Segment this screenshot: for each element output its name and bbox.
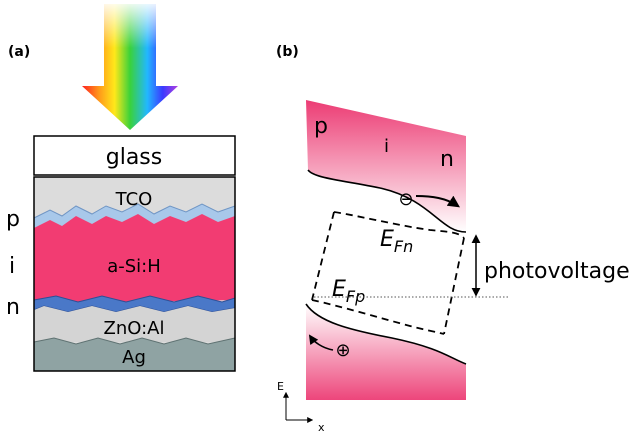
panel-a-label: (a) [8, 44, 30, 60]
tco-label: TCO [115, 189, 153, 210]
dashed-connector-left [311, 211, 335, 301]
photovoltage-label: photovoltage [484, 259, 630, 284]
conduction-band-edge [307, 169, 467, 233]
fermi-level-p-curve [311, 299, 445, 335]
ag-label: Ag [122, 347, 146, 368]
energy-axis-label: E [277, 380, 284, 393]
region-label-p: p [314, 114, 328, 139]
region-label-n: n [440, 147, 454, 172]
zno-label: ZnO:Al [104, 318, 165, 339]
position-axis-label: x [318, 421, 325, 433]
side-label-i: i [9, 254, 15, 279]
region-label-i: i [384, 136, 389, 157]
light-arrow-icon [82, 4, 178, 130]
side-label-p: p [6, 207, 20, 232]
glass-layer [33, 135, 236, 176]
cell-stack [33, 176, 236, 372]
fermi-level-n-curve [333, 211, 465, 239]
fermi-p-label: EFp [332, 277, 365, 306]
panel-b-label: (b) [276, 44, 299, 60]
conduction-band-region [306, 100, 466, 232]
dashed-connector-right [443, 237, 465, 335]
hole-drift-arrow [308, 334, 334, 351]
fermi-n-label: EFn [380, 227, 413, 256]
absorber-label: a-Si:H [107, 256, 161, 277]
electron-drift-arrow [415, 195, 460, 208]
side-label-n: n [6, 295, 20, 320]
valence-band-region [306, 304, 466, 400]
electron-icon: ⊖ [398, 189, 413, 210]
glass-label: glass [106, 145, 162, 170]
valence-band-edge [305, 303, 467, 365]
hole-icon: ⊕ [335, 340, 350, 361]
